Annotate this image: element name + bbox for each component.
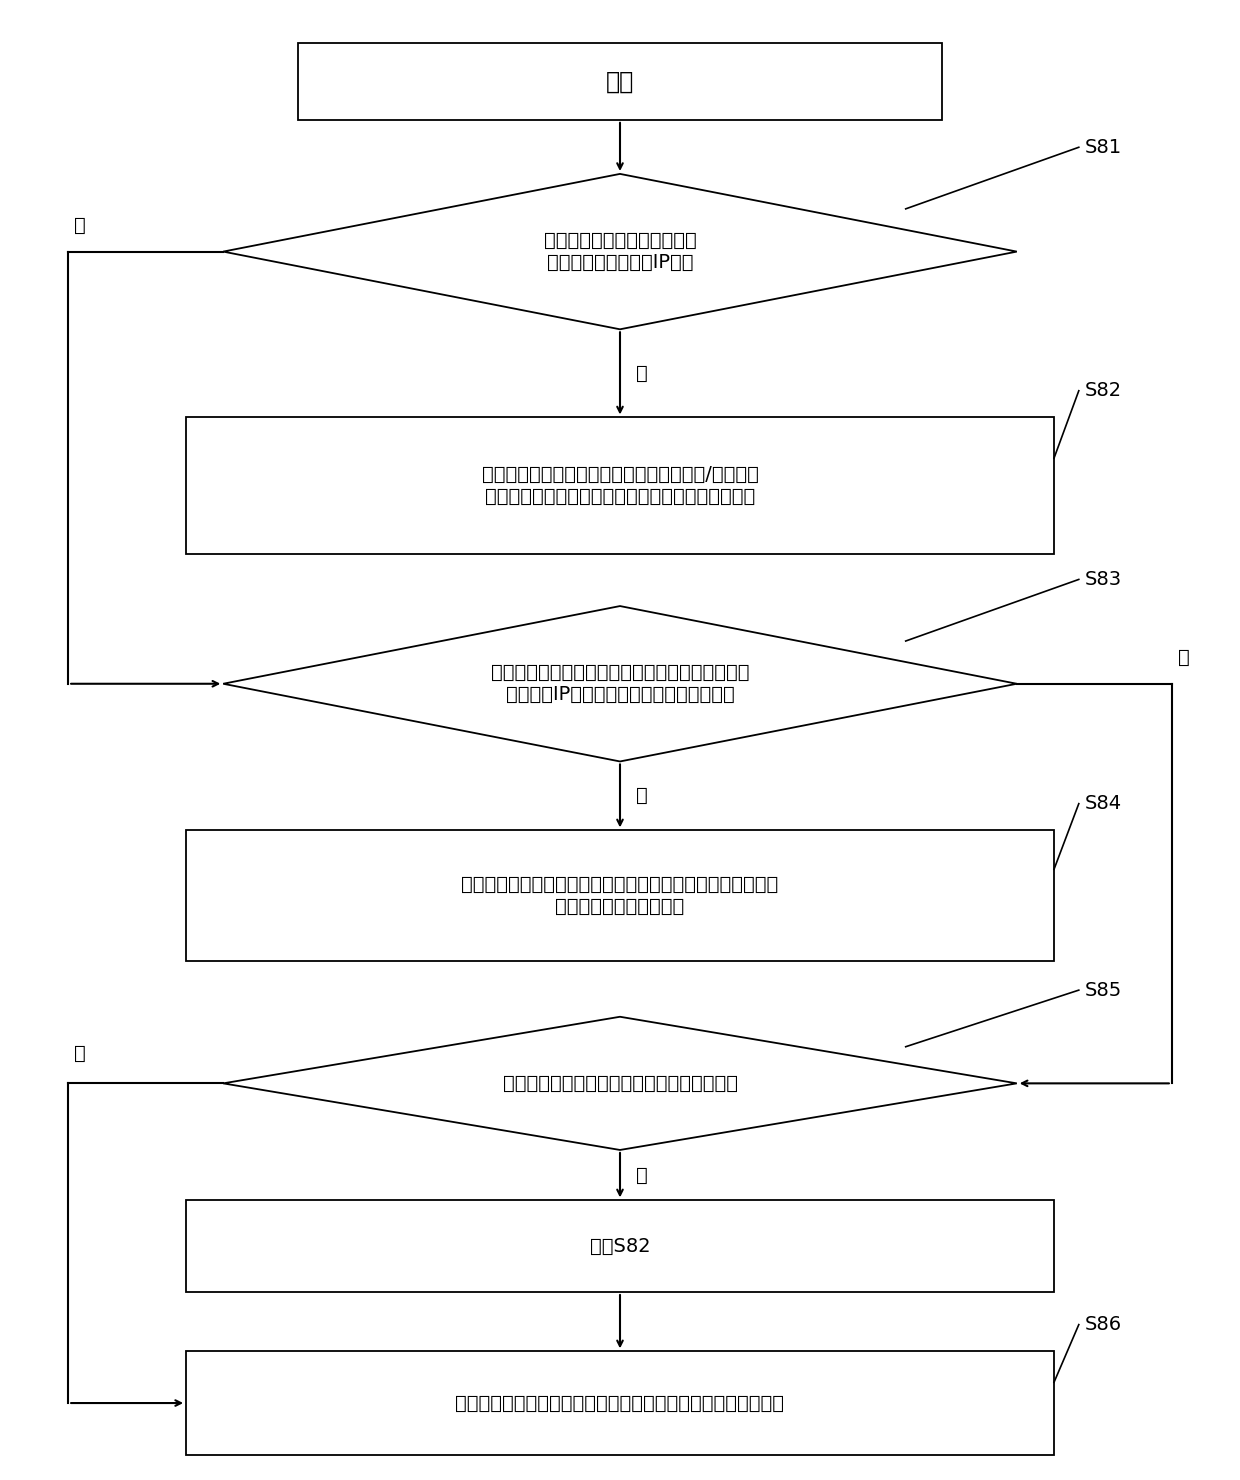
Text: 生成建议取消自定义所述域名系统服务器地址的功能的提示消息: 生成建议取消自定义所述域名系统服务器地址的功能的提示消息 xyxy=(455,1394,785,1412)
Text: 否: 否 xyxy=(636,364,647,383)
FancyBboxPatch shape xyxy=(186,1200,1054,1292)
Text: 是: 是 xyxy=(636,1166,647,1184)
Text: S83: S83 xyxy=(1085,570,1122,589)
FancyBboxPatch shape xyxy=(186,830,1054,961)
Text: 开始: 开始 xyxy=(606,70,634,93)
Text: 生成请重启宽带运营商设备的提示消息，和/或生成开
启所述网关设备硬件地址克隆功能的提示消息，结束: 生成请重启宽带运营商设备的提示消息，和/或生成开 启所述网关设备硬件地址克隆功能… xyxy=(481,465,759,506)
Text: S86: S86 xyxy=(1085,1316,1122,1333)
Text: 步骤S82: 步骤S82 xyxy=(590,1237,650,1255)
Text: 否: 否 xyxy=(74,1045,86,1063)
FancyBboxPatch shape xyxy=(186,417,1054,554)
Text: S84: S84 xyxy=(1085,795,1122,813)
Text: 否: 否 xyxy=(636,786,647,805)
Text: S85: S85 xyxy=(1085,981,1122,999)
Text: 判断是否能获取与连接所述广
域网接口连接的网关IP地址: 判断是否能获取与连接所述广 域网接口连接的网关IP地址 xyxy=(543,231,697,272)
Text: 判断所述网关设备中是否存在与所述广域网接口连
接的网关IP地址对应的域名系统服务器地址: 判断所述网关设备中是否存在与所述广域网接口连 接的网关IP地址对应的域名系统服务… xyxy=(491,663,749,704)
Text: 是: 是 xyxy=(1178,648,1189,666)
FancyBboxPatch shape xyxy=(186,1351,1054,1455)
Polygon shape xyxy=(223,1017,1017,1150)
Polygon shape xyxy=(223,607,1017,761)
Text: 是: 是 xyxy=(74,216,86,234)
Polygon shape xyxy=(223,175,1017,329)
Text: S82: S82 xyxy=(1085,382,1122,400)
Text: S81: S81 xyxy=(1085,138,1122,157)
Text: 判断所述域名系统服务器地址是否为自动获取: 判断所述域名系统服务器地址是否为自动获取 xyxy=(502,1074,738,1092)
Text: 生成没有所述域名系统服务器地址，请建立所述域名系统服务
器地址的提示消息，结束: 生成没有所述域名系统服务器地址，请建立所述域名系统服务 器地址的提示消息，结束 xyxy=(461,875,779,916)
FancyBboxPatch shape xyxy=(298,43,942,120)
